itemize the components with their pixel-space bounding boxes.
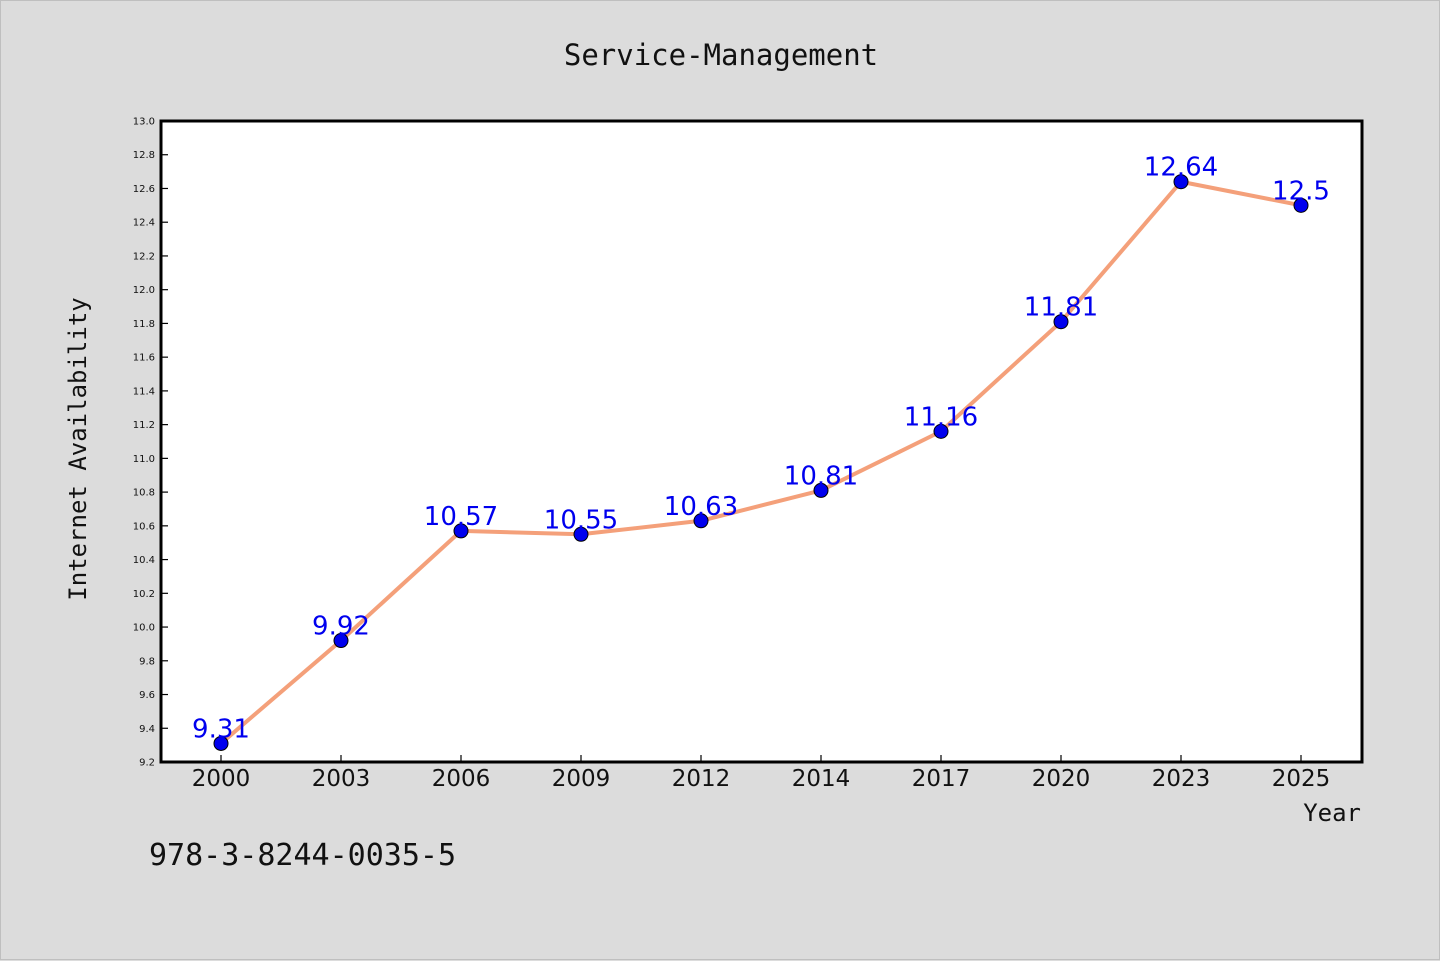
data-point xyxy=(453,523,469,539)
y-tick-label: 12.4 xyxy=(133,218,155,229)
y-tick-label: 11.4 xyxy=(133,386,155,397)
y-tick-label: 10.2 xyxy=(133,589,155,600)
data-point xyxy=(693,513,709,529)
data-point xyxy=(573,526,589,542)
x-tick-label: 2003 xyxy=(312,766,371,792)
footer-code: 978-3-8244-0035-5 xyxy=(149,838,456,873)
y-tick-label: 13.0 xyxy=(133,117,155,128)
x-axis-label: Year xyxy=(1303,799,1361,827)
data-label: 12.64 xyxy=(1144,153,1218,183)
y-tick-label: 12.2 xyxy=(133,251,155,262)
data-label: 9.31 xyxy=(192,714,250,744)
y-tick-label: 12.6 xyxy=(133,184,155,195)
series-layer: 9.31 9.92 10.57 10.55 10.63 10.81 11.16 11.81 12… xyxy=(192,153,1330,751)
y-tick-label: 10.8 xyxy=(133,488,155,499)
data-label: 11.16 xyxy=(904,402,978,432)
y-tick-label: 9.8 xyxy=(139,656,155,667)
data-label: 10.63 xyxy=(664,492,738,522)
data-label: 11.81 xyxy=(1024,293,1098,323)
x-tick-label: 2012 xyxy=(672,766,731,792)
data-point xyxy=(813,482,829,498)
data-label: 9.92 xyxy=(312,612,370,642)
chart-title: Service-Management xyxy=(564,38,878,72)
y-tick-label: 10.6 xyxy=(133,521,155,532)
y-tick-label: 9.4 xyxy=(139,724,155,735)
data-label: 12.5 xyxy=(1272,176,1330,206)
y-tick-label: 9.2 xyxy=(139,758,155,769)
x-tick-label: 2025 xyxy=(1272,766,1331,792)
data-label: 10.55 xyxy=(544,505,618,535)
y-tick-label: 10.4 xyxy=(133,555,155,566)
x-tick-label: 2014 xyxy=(792,766,851,792)
x-tick-label: 2023 xyxy=(1152,766,1211,792)
y-axis-label: Internet Availability xyxy=(64,297,92,600)
x-axis: 2000 2003 2006 2009 2012 2014 2017 2020 2023 2025 xyxy=(192,755,1331,792)
y-tick-label: 12.8 xyxy=(133,150,155,161)
y-tick-label: 11.8 xyxy=(133,319,155,330)
plot-area xyxy=(159,119,1364,764)
x-tick-label: 2017 xyxy=(912,766,971,792)
data-point xyxy=(333,633,349,649)
y-tick-label: 9.6 xyxy=(139,690,155,701)
data-label: 10.57 xyxy=(424,502,498,532)
x-tick-label: 2020 xyxy=(1032,766,1091,792)
series-line xyxy=(219,179,1303,746)
data-label: 10.81 xyxy=(784,461,858,491)
y-tick-label: 11.2 xyxy=(133,420,155,431)
data-point xyxy=(1053,314,1069,330)
data-point xyxy=(1173,174,1189,190)
y-tick-label: 11.6 xyxy=(133,353,155,364)
y-tick-label: 11.0 xyxy=(133,454,155,465)
data-point xyxy=(213,735,229,751)
data-point xyxy=(933,423,949,439)
y-tick-label: 12.0 xyxy=(133,285,155,296)
y-axis: 9.2 9.4 9.6 9.8 10.0 10.2 10.4 10.6 10.8 11.0 11.2… xyxy=(133,117,168,769)
data-point xyxy=(1293,197,1309,213)
x-tick-label: 2009 xyxy=(552,766,611,792)
x-tick-label: 2006 xyxy=(432,766,491,792)
y-tick-label: 10.0 xyxy=(133,623,155,634)
x-tick-label: 2000 xyxy=(192,766,251,792)
